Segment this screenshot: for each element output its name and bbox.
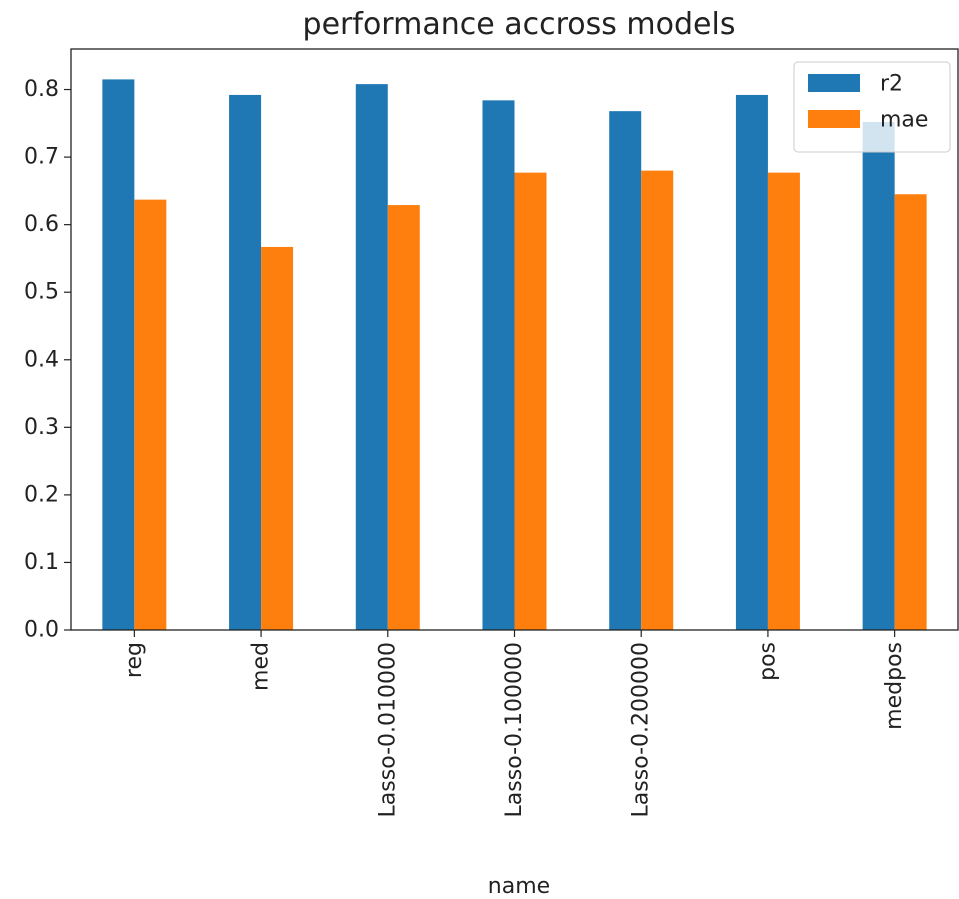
bar-mae-Lasso-0.010000 [387,205,420,630]
y-tick-label: 0.8 [24,77,59,102]
bar-mae-Lasso-0.100000 [514,172,547,630]
x-tick-label: Lasso-0.010000 [375,642,400,817]
x-tick-label: Lasso-0.200000 [629,642,654,817]
bar-r2-reg [102,79,135,630]
y-tick-label: 0.1 [24,550,59,575]
y-tick-label: 0.4 [24,347,59,372]
y-tick-label: 0.6 [24,212,59,237]
bar-r2-pos [735,94,768,631]
y-tick-label: 0.0 [24,618,59,643]
bars-layer [102,79,927,631]
y-tick-label: 0.3 [24,415,59,440]
x-axis-label: name [488,874,550,899]
bar-r2-medpos [862,121,895,630]
x-tick-label: reg [122,642,147,678]
legend: r2 mae [793,61,951,153]
bar-r2-med [229,94,262,631]
bar-mae-med [261,246,294,630]
bar-mae-Lasso-0.200000 [641,170,674,630]
y-axis-ticks: 0.0 0.1 0.2 0.3 0.4 0.5 0.6 0.7 0.8 [24,77,71,643]
legend-label-r2: r2 [880,72,903,97]
x-tick-label: med [249,642,274,691]
bar-mae-reg [134,199,167,630]
bar-r2-Lasso-0.200000 [609,111,642,630]
y-tick-label: 0.5 [24,280,59,305]
chart-title: performance accross models [303,7,736,42]
x-tick-label: medpos [882,642,907,730]
legend-label-mae: mae [880,108,928,133]
y-tick-label: 0.7 [24,145,59,170]
x-axis-ticks: reg med Lasso-0.010000 Lasso-0.100000 Lasso-… [122,630,907,817]
bar-r2-Lasso-0.010000 [355,84,388,630]
bar-r2-Lasso-0.100000 [482,100,515,631]
x-tick-label: Lasso-0.100000 [502,642,527,817]
legend-swatch-r2 [808,74,860,92]
x-tick-label: pos [755,642,780,681]
bar-mae-pos [767,172,800,630]
legend-swatch-mae [808,110,860,128]
bar-mae-medpos [894,194,927,630]
y-tick-label: 0.2 [24,482,59,507]
